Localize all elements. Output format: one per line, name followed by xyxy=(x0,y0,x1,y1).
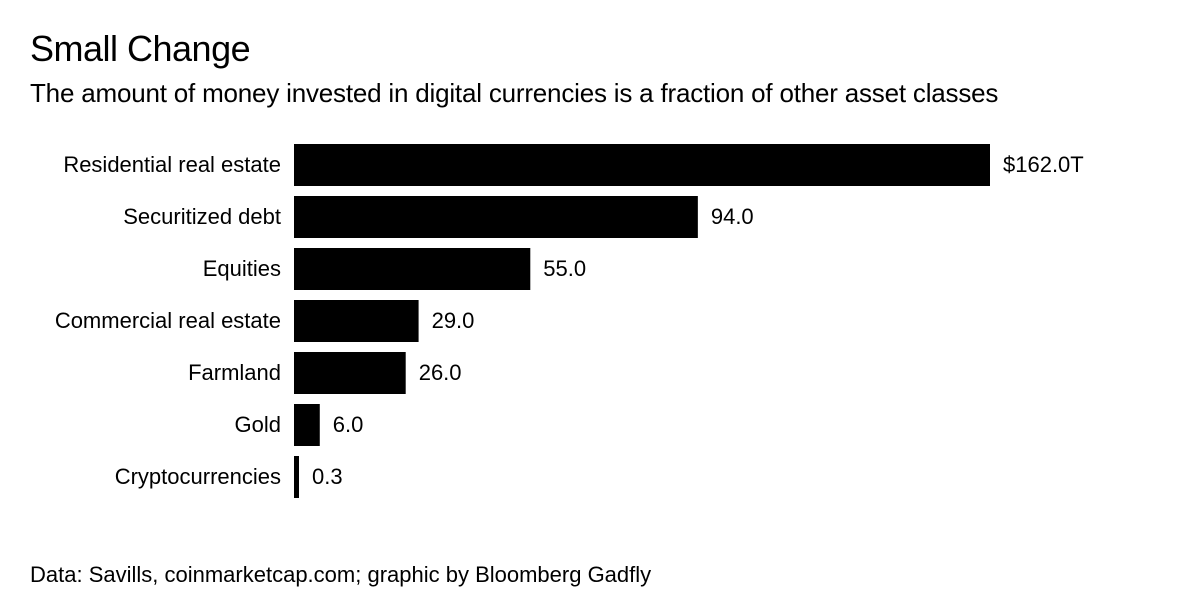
data-label: 6.0 xyxy=(333,412,364,437)
data-label: 0.3 xyxy=(312,464,343,489)
category-label: Equities xyxy=(203,256,281,281)
data-label: 55.0 xyxy=(543,256,586,281)
bar xyxy=(294,456,299,498)
bar xyxy=(294,196,698,238)
bar xyxy=(294,404,320,446)
source-note: Data: Savills, coinmarketcap.com; graphi… xyxy=(30,562,652,587)
category-label: Securitized debt xyxy=(123,204,281,229)
data-label: $162.0T xyxy=(1003,152,1084,177)
data-label: 26.0 xyxy=(419,360,462,385)
chart-title: Small Change xyxy=(30,28,251,69)
bar xyxy=(294,248,531,290)
chart-subtitle: The amount of money invested in digital … xyxy=(30,78,999,108)
bar-chart: Residential real estate $162.0T Securitize… xyxy=(55,144,1084,498)
bar xyxy=(294,352,406,394)
category-label: Cryptocurrencies xyxy=(115,464,281,489)
category-label: Residential real estate xyxy=(63,152,281,177)
bar xyxy=(294,144,990,186)
data-label: 94.0 xyxy=(711,204,754,229)
category-label: Farmland xyxy=(188,360,281,385)
category-label: Gold xyxy=(235,412,281,437)
data-label: 29.0 xyxy=(432,308,475,333)
category-label: Commercial real estate xyxy=(55,308,281,333)
bar xyxy=(294,300,419,342)
